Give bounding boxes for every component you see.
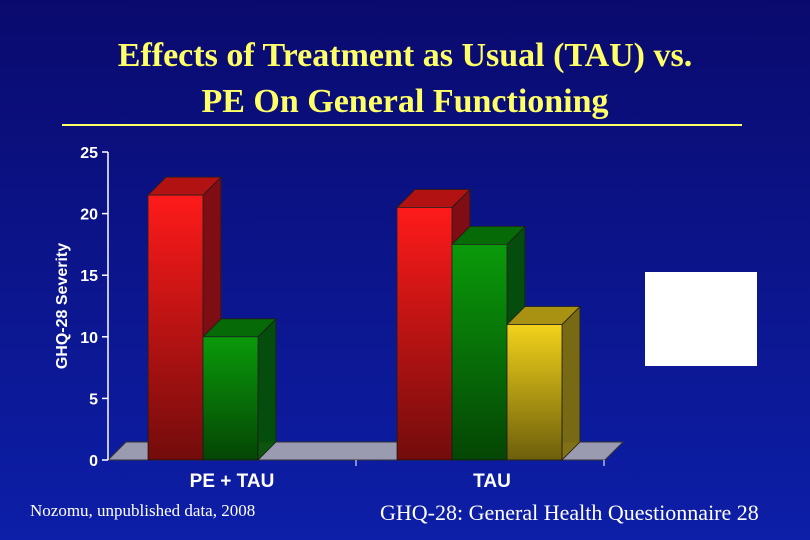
title-line: Effects of Treatment as Usual (TAU) vs. — [118, 37, 692, 74]
bar-side-shade — [562, 306, 580, 460]
bar-shade — [507, 324, 562, 460]
x-tick-label: TAU — [473, 471, 511, 492]
bar-top-shade — [397, 189, 470, 208]
y-tick-label: 10 — [80, 330, 98, 347]
y-tick-label: 0 — [89, 453, 98, 470]
bar-shade — [452, 244, 507, 460]
y-tick-label: 25 — [80, 145, 98, 162]
bar-side-shade — [258, 318, 276, 460]
y-tick-label: 20 — [80, 207, 98, 224]
y-tick-label: 15 — [80, 268, 98, 285]
title-line: PE On General Functioning — [201, 83, 608, 120]
footnote: GHQ-28: General Health Questionnaire 28 — [380, 500, 759, 525]
x-tick-label: PE + TAU — [190, 471, 275, 492]
bar-top-shade — [148, 177, 221, 196]
bar-shade — [148, 195, 203, 460]
legend — [645, 272, 757, 366]
bar-shade — [203, 336, 258, 460]
bar-top-shade — [203, 318, 276, 337]
y-axis-label: GHQ-28 Severity — [54, 243, 71, 369]
y-tick-label: 5 — [89, 391, 98, 408]
footnote: Nozomu, unpublished data, 2008 — [30, 501, 255, 520]
bar-shade — [397, 207, 452, 460]
bar-top-shade — [452, 226, 525, 245]
bar-top-shade — [507, 306, 580, 325]
